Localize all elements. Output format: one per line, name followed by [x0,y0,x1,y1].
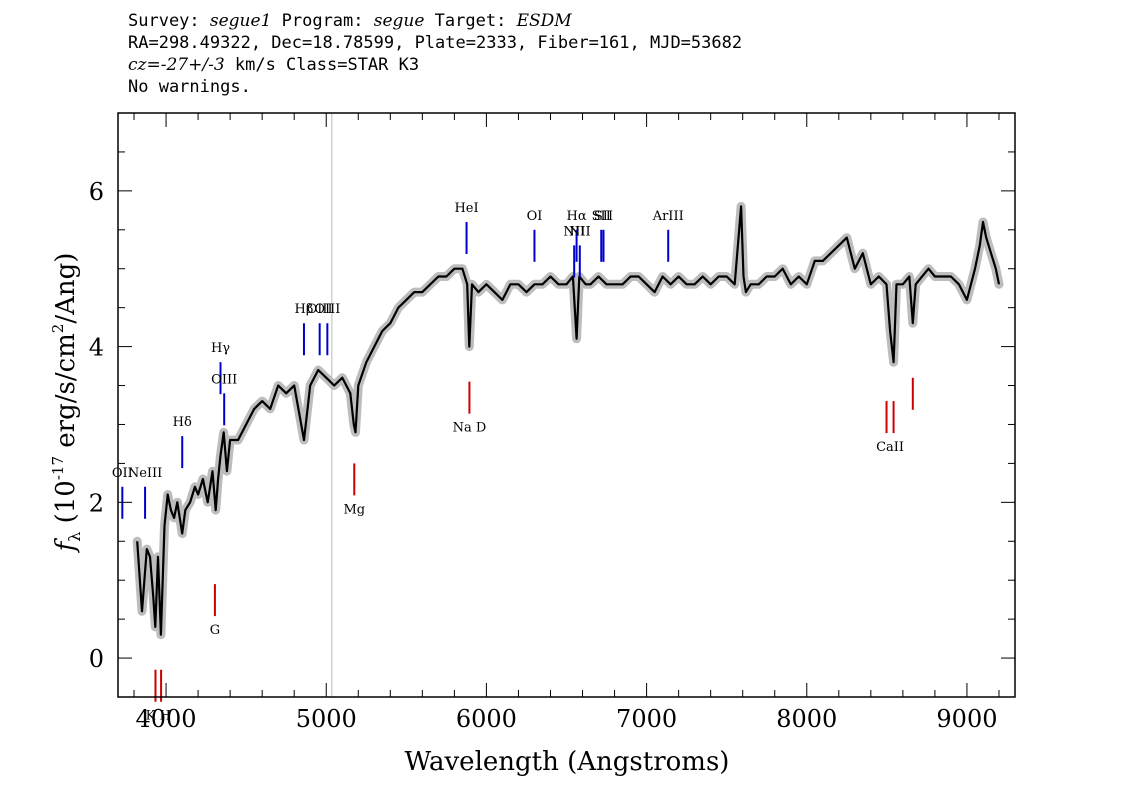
survey-value: segue1 [209,11,272,31]
x-axis-title: Wavelength (Angstroms) [405,747,730,777]
emission-line-label: NII [569,224,591,239]
emission-line-label: Hα [567,209,587,224]
absorption-label-caii: CaII [876,440,904,455]
emission-line-label: Hβ [295,302,314,317]
emission-line-label: Hγ [211,341,230,356]
flux-error-band [132,201,1004,640]
emission-line-label: NeIII [128,466,162,481]
x-tick-label: 7000 [616,705,677,733]
y-tick-label: 4 [89,334,104,362]
x-tick-label: 5000 [296,705,357,733]
header-line-warnings: No warnings. [128,77,251,97]
x-tick-label: 9000 [936,705,997,733]
header-line-coords: RA=298.49322, Dec=18.78599, Plate=2333, … [128,33,743,53]
x-tick-label: 4000 [136,705,197,733]
tick-layer: 4000 5000 6000 7000 8000 9000 0 2 4 6 [89,112,1015,733]
target-value: ESDM [516,11,572,31]
y-tick-label: 2 [89,489,104,517]
flux-series-line [136,205,1001,636]
x-tick-label: 8000 [776,705,837,733]
redshift-value: cz=-27+/-3 [128,55,225,75]
y-tick-label: 6 [89,178,104,206]
header-line-survey: Survey: segue1 Program: segue Target: ES… [128,11,572,31]
emission-line-label: OII [112,466,133,481]
emission-line-label: ArIII [652,209,684,224]
emission-line-label: OIII [307,302,333,317]
series-layer [136,205,1001,636]
x-tick-label: 6000 [456,705,517,733]
absorption-label-nad: Na D [453,421,487,436]
axes-frame [117,112,1016,698]
axes-frame-layer [117,112,1016,698]
program-value: segue [373,11,425,31]
emission-line-label: SII [594,209,613,224]
emission-line-label: OIII [314,302,340,317]
spectrum-header: Survey: segue1 Program: segue Target: ES… [128,10,928,98]
emission-line-label: SII [592,209,611,224]
absorption-label-g: G [210,623,220,638]
y-tick-label: 0 [89,645,104,673]
emission-line-label: Hδ [173,415,192,430]
absorption-label-kh: K H [146,709,171,724]
header-line-redshift: cz=-27+/-3 km/s Class=STAR K3 [128,55,420,75]
y-axis-title: fλ (10-17 erg/s/cm2/Ang) [49,253,84,554]
absorption-label-mg: Mg [343,502,365,517]
emission-line-label: NII [563,224,585,239]
emission-line-label: HeI [454,201,478,216]
error-band-layer [132,201,1004,640]
emission-line-label: OI [527,209,543,224]
emission-line-label: OIII [211,372,237,387]
line-id-layer: OIINeIIIHδHγOIIIHβOIIIOIIIHeIOINIIHαNIIS… [112,201,914,724]
